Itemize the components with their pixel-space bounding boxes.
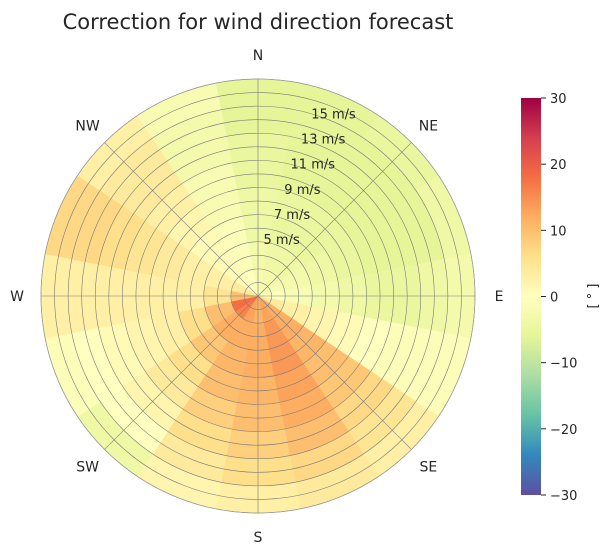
direction-label-w: W <box>10 289 24 305</box>
ring-label: 13 m/s <box>301 133 346 148</box>
direction-label-sw: SW <box>76 459 99 475</box>
ring-label: 5 m/s <box>264 233 300 248</box>
direction-labels: N NE E SE S SW W NW <box>10 48 503 546</box>
grid-spoke <box>257 142 412 297</box>
colorbar-tick-label: 0 <box>550 291 558 306</box>
colorbar-tick-label: −20 <box>550 423 577 438</box>
colorbar-tick-label: 10 <box>550 224 567 239</box>
colorbar-label: [ ° ] <box>586 284 601 309</box>
chart-title: Correction for wind direction forecast <box>63 10 454 34</box>
colorbar-tick-label: 20 <box>550 158 567 173</box>
polar-grid <box>40 78 476 514</box>
ring-label: 7 m/s <box>274 208 310 223</box>
ring-labels: 5 m/s 7 m/s 9 m/s 11 m/s 13 m/s 15 m/s <box>264 108 356 248</box>
colorbar-tick-label: −30 <box>550 489 577 504</box>
colorbar-ticks: 30 20 10 0 −10 −20 −30 <box>541 92 577 504</box>
ring-label: 9 m/s <box>284 183 320 198</box>
ring-label: 15 m/s <box>311 108 356 123</box>
colorbar-tick-label: −10 <box>550 357 577 372</box>
direction-label-ne: NE <box>419 119 438 135</box>
grid-spoke <box>104 142 259 297</box>
grid-spoke <box>104 295 259 450</box>
colorbar-tick-label: 30 <box>550 92 567 107</box>
colorbar-gradient <box>521 98 541 495</box>
direction-label-se: SE <box>420 459 438 475</box>
colorbar: 30 20 10 0 −10 −20 −30 [ ° ] <box>521 92 601 504</box>
polar-outline <box>40 78 476 514</box>
direction-label-e: E <box>495 289 504 305</box>
grid-spoke <box>257 295 412 450</box>
ring-label: 11 m/s <box>291 158 336 173</box>
direction-label-n: N <box>253 48 263 64</box>
direction-label-s: S <box>254 530 263 546</box>
direction-label-nw: NW <box>75 119 99 135</box>
